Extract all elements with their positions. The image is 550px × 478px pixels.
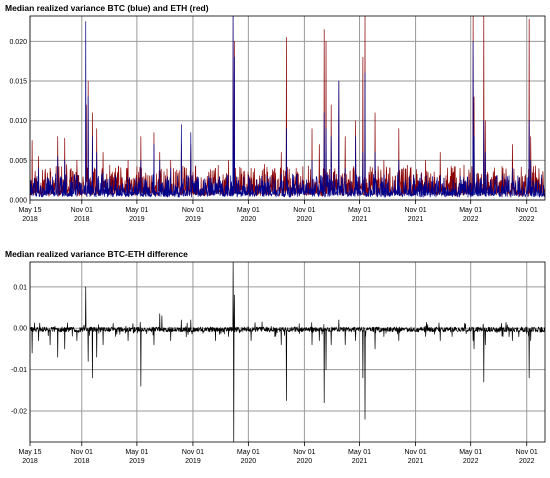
variance-x-tick-year: 2018 xyxy=(22,216,38,223)
variance-x-tick-month: Nov 01 xyxy=(71,207,93,214)
variance-x-tick-month: Nov 01 xyxy=(516,207,538,214)
difference-x-tick-year: 2020 xyxy=(297,458,313,465)
variance-x-tick-month: May 01 xyxy=(348,207,371,214)
difference-chart-grid xyxy=(29,262,545,442)
difference-x-tick-year: 2021 xyxy=(408,458,424,465)
variance-x-tick-month: Nov 01 xyxy=(182,207,204,214)
difference-x-tick-year: 2019 xyxy=(129,458,145,465)
variance-x-tick-month: Nov 01 xyxy=(293,207,315,214)
variance-x-tick-year: 2022 xyxy=(463,216,479,223)
difference-chart-frame xyxy=(29,261,546,443)
difference-x-tick-month: Nov 01 xyxy=(293,449,315,456)
variance-y-tick-label: 0.010 xyxy=(9,118,27,125)
variance-x-tick-year: 2019 xyxy=(185,216,201,223)
variance-y-tick-label: 0.000 xyxy=(9,198,27,205)
difference-x-tick-month: May 15 xyxy=(19,449,42,456)
difference-chart-panel: Median realized variance BTC-ETH differe… xyxy=(5,249,546,465)
difference-y-tick-label: 0.00 xyxy=(13,326,27,333)
difference-x-tick-month: May 01 xyxy=(459,449,482,456)
difference-chart-series xyxy=(30,262,545,442)
variance-chart-y-axis: 0.000 0.005 0.010 0.015 0.020 xyxy=(9,39,27,205)
difference-x-tick-month: May 01 xyxy=(237,449,260,456)
variance-y-tick-label: 0.020 xyxy=(9,39,27,46)
difference-x-tick-year: 2019 xyxy=(185,458,201,465)
difference-y-tick-label: -0.02 xyxy=(11,408,27,415)
variance-chart-title: Median realized variance BTC (blue) and … xyxy=(5,3,209,13)
variance-x-tick-year: 2021 xyxy=(352,216,368,223)
difference-x-tick-month: Nov 01 xyxy=(71,449,93,456)
variance-x-tick-year: 2020 xyxy=(297,216,313,223)
variance-x-tick-month: May 01 xyxy=(459,207,482,214)
difference-x-tick-year: 2022 xyxy=(519,458,535,465)
difference-chart-y-axis: 0.01 0.00 -0.01 -0.02 xyxy=(11,284,27,415)
variance-x-tick-year: 2022 xyxy=(519,216,535,223)
difference-x-tick-month: May 01 xyxy=(125,449,148,456)
difference-x-tick-year: 2020 xyxy=(241,458,257,465)
difference-chart-title: Median realized variance BTC-ETH differe… xyxy=(5,249,188,259)
variance-y-tick-label: 0.005 xyxy=(9,158,27,165)
difference-x-tick-year: 2021 xyxy=(352,458,368,465)
variance-x-tick-year: 2020 xyxy=(241,216,257,223)
variance-series-line xyxy=(30,16,545,197)
variance-x-tick-month: May 01 xyxy=(125,207,148,214)
variance-x-tick-month: May 01 xyxy=(237,207,260,214)
variance-x-tick-month: Nov 01 xyxy=(404,207,426,214)
variance-x-tick-year: 2021 xyxy=(408,216,424,223)
difference-x-tick-year: 2022 xyxy=(463,458,479,465)
variance-chart-series xyxy=(30,16,545,198)
variance-x-tick-month: May 15 xyxy=(19,207,42,214)
difference-x-tick-month: Nov 01 xyxy=(404,449,426,456)
variance-x-tick-year: 2019 xyxy=(129,216,145,223)
difference-x-tick-year: 2018 xyxy=(22,458,38,465)
difference-x-tick-month: May 01 xyxy=(348,449,371,456)
variance-chart-panel: Median realized variance BTC (blue) and … xyxy=(5,3,546,223)
difference-x-tick-month: Nov 01 xyxy=(516,449,538,456)
variance-y-tick-label: 0.015 xyxy=(9,79,27,86)
difference-chart-x-axis: May 15 2018 Nov 01 2018 May 01 2019 Nov 01 2019… xyxy=(19,442,538,465)
difference-x-tick-month: Nov 01 xyxy=(182,449,204,456)
difference-series-line xyxy=(30,262,545,442)
variance-x-tick-year: 2018 xyxy=(74,216,90,223)
variance-chart-x-axis: May 15 2018 Nov 01 2018 May 01 2019 Nov 01 2019… xyxy=(19,200,538,223)
variance-chart-frame xyxy=(29,15,546,201)
difference-x-tick-year: 2018 xyxy=(74,458,90,465)
difference-y-tick-label: 0.01 xyxy=(13,284,27,291)
variance-series-line xyxy=(30,16,545,198)
difference-y-tick-label: -0.01 xyxy=(11,367,27,374)
